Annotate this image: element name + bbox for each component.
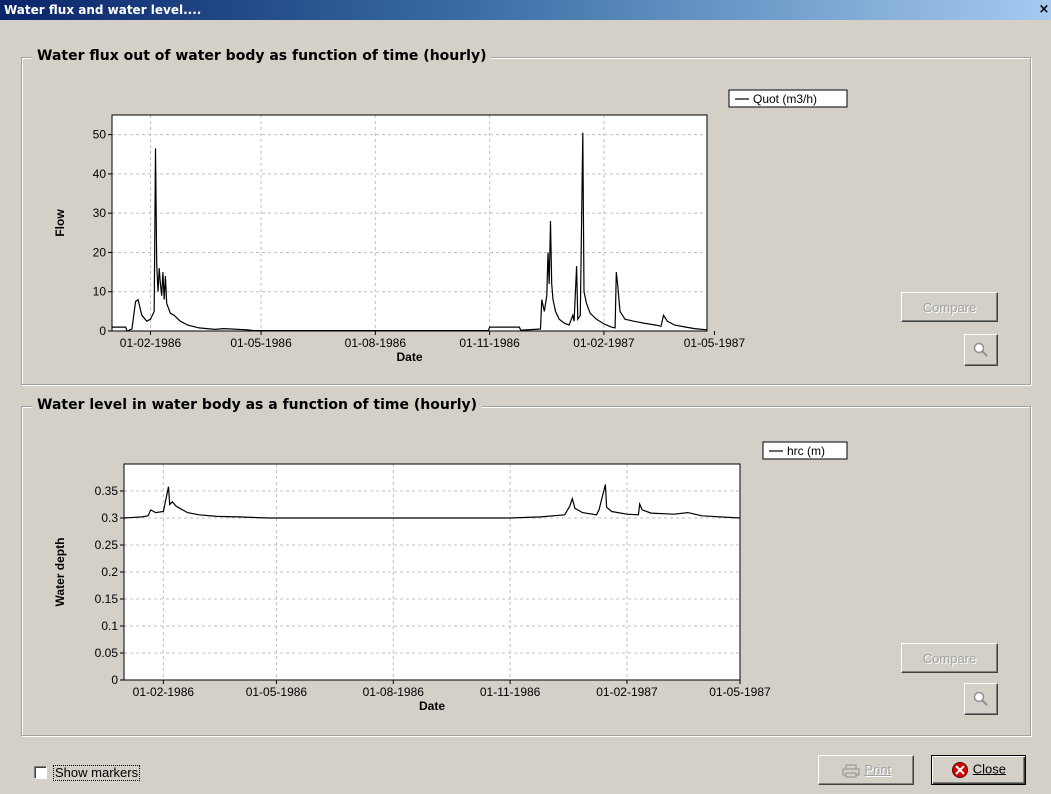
title-bar: Water flux and water level.... × (0, 0, 1051, 20)
close-icon[interactable]: × (1038, 2, 1050, 17)
print-button[interactable]: Print (818, 755, 914, 785)
x-tick-label: 01-11-1986 (480, 685, 541, 699)
x-tick-label: 01-05-1987 (709, 685, 771, 699)
y-axis-label: Flow (53, 209, 67, 237)
legend-box (728, 89, 848, 108)
flux-panel: Water flux out of water body as function… (21, 48, 1031, 385)
x-axis-label: Date (419, 699, 445, 713)
x-tick-label: 01-05-1986 (230, 336, 292, 350)
compare-button-level[interactable]: Compare (901, 643, 998, 673)
x-tick-label: 01-11-1986 (459, 336, 520, 350)
show-markers-label[interactable]: Show markers (53, 765, 141, 781)
y-tick-label: 30 (93, 206, 107, 220)
level-panel: Water level in water body as a function … (21, 397, 1031, 736)
flux-chart: 0 10 20 30 40 50 01-02-1986 01-05-1986 01-08-198… (53, 89, 848, 364)
y-tick-label: 40 (93, 167, 107, 181)
zoom-button-level[interactable] (964, 683, 998, 715)
legend-label: Quot (m3/h) (753, 92, 817, 106)
series-line (112, 132, 708, 332)
y-axis-label: Water depth (53, 538, 67, 607)
x-axis-label: Date (396, 350, 422, 364)
show-markers-checkbox[interactable] (34, 766, 47, 779)
compare-button-flux[interactable]: Compare (901, 292, 998, 322)
y-tick-label: 10 (93, 285, 107, 299)
y-tick-label: 0.25 (95, 538, 119, 552)
x-tick-label: 01-02-1987 (573, 336, 635, 350)
window-title: Water flux and water level.... (4, 3, 202, 17)
y-tick-label: 0 (99, 324, 106, 338)
level-chart: 0 0.05 0.1 0.15 0.2 0.25 0.3 0.35 01-02-1986 01-0… (53, 441, 848, 713)
y-tick-label: 0.3 (101, 511, 118, 525)
y-tick-label: 50 (93, 128, 107, 142)
series-line (123, 484, 741, 519)
plot-frame (123, 463, 741, 681)
y-tick-label: 0.15 (95, 592, 119, 606)
x-tick-label: 01-08-1986 (345, 336, 407, 350)
x-tick-label: 01-02-1986 (120, 336, 182, 350)
zoom-button-flux[interactable] (964, 334, 998, 366)
x-tick-label: 01-02-1987 (596, 685, 658, 699)
plot-area (112, 115, 707, 331)
y-tick-label: 0 (111, 673, 118, 687)
x-tick-label: 01-05-1986 (246, 685, 308, 699)
x-tick-label: 01-05-1987 (684, 336, 746, 350)
legend-label: hrc (m) (787, 444, 825, 458)
close-button[interactable]: Close (931, 755, 1026, 785)
y-tick-label: 20 (93, 245, 107, 259)
magnifier-icon (973, 342, 988, 357)
y-tick-label: 0.05 (95, 646, 119, 660)
legend: hrc (m) (762, 441, 848, 460)
y-tick-label: 0.2 (101, 565, 118, 579)
x-tick-label: 01-02-1986 (133, 685, 195, 699)
x-tick-label: 01-08-1986 (363, 685, 425, 699)
printer-icon (842, 764, 860, 778)
close-label: Close (972, 761, 1006, 777)
close-circle-icon (952, 762, 969, 778)
legend-box (762, 441, 848, 460)
level-panel-title: Water level in water body as a function … (32, 397, 483, 413)
y-tick-label: 0.35 (95, 484, 119, 498)
flux-panel-title: Water flux out of water body as function… (32, 48, 492, 64)
legend: Quot (m3/h) (728, 89, 848, 108)
print-label: Print (864, 762, 892, 778)
y-tick-label: 0.1 (101, 619, 118, 633)
magnifier-icon (973, 691, 988, 706)
